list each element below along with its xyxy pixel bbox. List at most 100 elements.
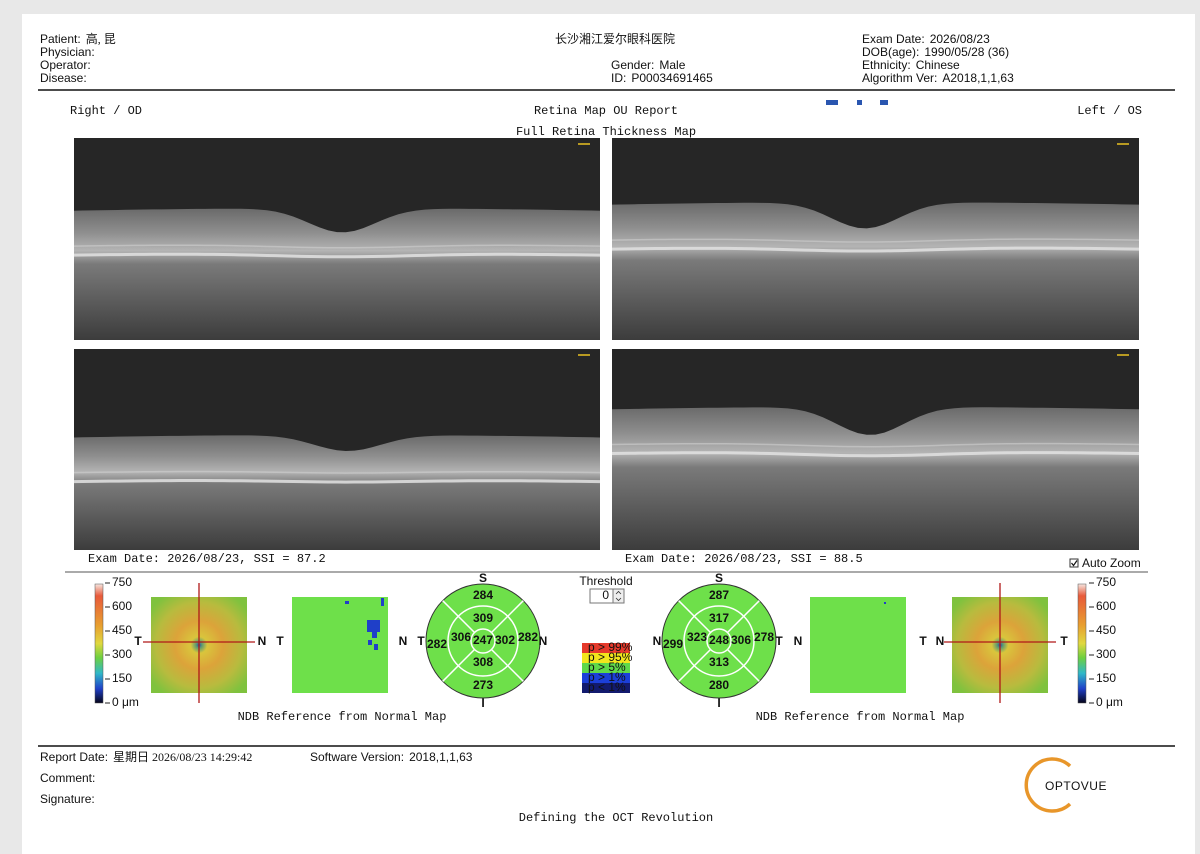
sector-ring-inner [706, 628, 732, 654]
report-date-value: 星期日 2026/08/23 14:29:42 [113, 750, 252, 764]
sector-value: 323 [687, 630, 707, 644]
orientation-label: N [794, 634, 803, 648]
sector-divider [442, 600, 476, 634]
orientation-label: T [919, 634, 927, 648]
scan-caption-right: Exam Date: 2026/08/23, SSI = 87.2 [88, 552, 326, 566]
software-version-value: 2018,1,1,63 [409, 750, 473, 764]
patient-id-value: P00034691465 [631, 71, 713, 85]
deviation-spot [884, 602, 886, 604]
oct-layer [73, 244, 601, 249]
legend-swatch [582, 683, 630, 693]
sector-ring-mid [683, 605, 755, 677]
report-subtitle: Full Retina Thickness Map [516, 125, 696, 139]
legend-label: p > 95% [588, 650, 633, 664]
software-version-label: Software Version: [310, 750, 404, 764]
deviation-spot [374, 644, 378, 650]
orientation-label: T [775, 634, 783, 648]
sector-value: 309 [473, 611, 493, 625]
threshold-label: Threshold [579, 574, 632, 588]
legend-swatch [582, 663, 630, 673]
orientation-label: N [936, 634, 945, 648]
orientation-label: I [717, 696, 720, 710]
eye-left: Left / OS [1077, 104, 1142, 118]
scan-caption-left: Exam Date: 2026/08/23, SSI = 88.5 [625, 552, 863, 566]
sector-ring-mid [447, 605, 519, 677]
scale-label: 450 [112, 623, 132, 637]
deviation-spot [368, 640, 372, 645]
logo: OPTOVUE [1045, 779, 1107, 793]
legend-label: p > 5% [588, 660, 626, 674]
sector-divider [726, 648, 760, 682]
deviation-map [810, 597, 906, 693]
scale-label: 600 [1096, 599, 1116, 613]
sector-value: 280 [709, 678, 729, 692]
tagline: Defining the OCT Revolution [519, 811, 713, 825]
algorithm-value: A2018,1,1,63 [942, 71, 1014, 85]
threshold-value: 0 [602, 588, 609, 602]
legend-swatch [582, 643, 630, 653]
sector-value: 299 [663, 637, 683, 651]
oct-layer [611, 238, 1140, 243]
exam-date-label: Exam Date: [862, 32, 925, 46]
scale-label: 150 [1096, 671, 1116, 685]
oct-retina [74, 435, 600, 550]
sector-divider [678, 600, 712, 634]
sector-value: 313 [709, 655, 729, 669]
sector-value: 282 [427, 637, 447, 651]
auto-zoom-checkbox[interactable] [1069, 558, 1079, 568]
orientation-label: T [1060, 634, 1068, 648]
threshold-spinner[interactable] [612, 588, 625, 604]
sector-value: 278 [754, 630, 774, 644]
legend-label: p < 1% [588, 680, 626, 694]
orientation-label: I [481, 696, 484, 710]
logo-fragment [857, 100, 862, 105]
gender-value: Male [659, 58, 685, 72]
scale-label: 150 [112, 671, 132, 685]
thickness-scale [1077, 583, 1087, 704]
sector-ring-inner [470, 628, 496, 654]
orientation-label: T [134, 634, 142, 648]
deviation-spot [367, 620, 380, 632]
logo-fragment [880, 100, 888, 105]
oct-layer [73, 470, 601, 474]
orientation-label: N [539, 634, 548, 648]
ethnicity-label: Ethnicity: [862, 58, 911, 72]
scale-label: 0 μm [1096, 695, 1123, 709]
oct-rpe [73, 252, 601, 259]
scale-label: 300 [112, 647, 132, 661]
gender-label: Gender: [611, 58, 654, 72]
orientation-label: S [715, 571, 723, 585]
ndb-caption: NDB Reference from Normal Map [238, 710, 447, 724]
deviation-spot [372, 632, 377, 638]
dob-label: DOB(age): [862, 45, 919, 59]
oct-layer [611, 442, 1140, 448]
legend-swatch [582, 653, 630, 663]
sector-value: 284 [473, 588, 493, 602]
sector-value: 302 [495, 633, 515, 647]
sector-value: 306 [731, 633, 751, 647]
orientation-label: N [258, 634, 267, 648]
logo-fragment [826, 100, 838, 105]
sector-value: 306 [451, 630, 471, 644]
oct-rpe [611, 246, 1140, 253]
scale-label: 450 [1096, 623, 1116, 637]
orientation-label: S [479, 571, 487, 585]
orientation-label: N [653, 634, 662, 648]
oct-retina [74, 208, 600, 340]
sector-value: 273 [473, 678, 493, 692]
checkmark [1071, 560, 1078, 567]
sector-value: 308 [473, 655, 493, 669]
scale-label: 300 [1096, 647, 1116, 661]
oct-rpe [611, 451, 1140, 458]
auto-zoom-label: Auto Zoom [1082, 556, 1141, 570]
scale-label: 750 [112, 575, 132, 589]
signature-label: Signature: [40, 792, 95, 806]
physician-label: Physician: [40, 45, 95, 59]
patient-value: 高, 昆 [86, 31, 116, 46]
disease-label: Disease: [40, 71, 87, 85]
dob-value: 1990/05/28 (36) [924, 45, 1009, 59]
sector-divider [726, 600, 760, 634]
comment-label: Comment: [40, 771, 95, 785]
ndb-caption: NDB Reference from Normal Map [756, 710, 965, 724]
